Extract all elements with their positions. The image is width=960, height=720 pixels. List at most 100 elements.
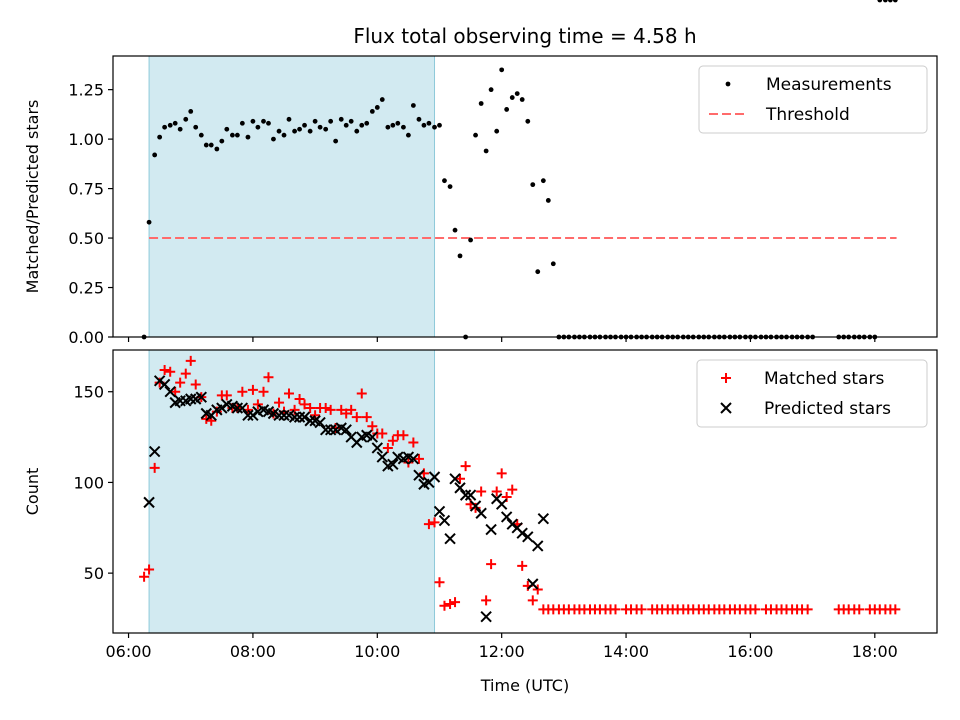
matched-star-point [429, 517, 440, 528]
measurement-point [297, 126, 302, 132]
x-tick-label: 16:00 [727, 642, 773, 661]
measurement-point [426, 120, 432, 126]
measurement-point [172, 120, 178, 126]
measurement-point [457, 253, 463, 259]
legend-marker-plus [721, 373, 731, 383]
y-axis-label: Count [23, 468, 42, 516]
matched-star-point [377, 428, 388, 439]
matched-star-point [445, 598, 456, 609]
measurement-point [379, 97, 385, 102]
matched-star-point [636, 604, 647, 615]
matched-star-point [439, 600, 450, 611]
matched-star-point [305, 403, 316, 414]
measurement-point [354, 128, 360, 134]
matched-star-point [423, 519, 434, 530]
measurement-point [374, 105, 380, 110]
predicted-star-point [273, 409, 285, 422]
predicted-star-point [433, 505, 446, 518]
measurement-point [447, 184, 453, 190]
matched-star-point [367, 421, 378, 432]
observing-window-span [148, 55, 436, 338]
matched-star-point [486, 559, 497, 570]
top-panel: 0.00 0.25 0.50 0.75 1.00 1.25 Matched/Predicte… [23, 0, 938, 347]
measurement-point [348, 118, 354, 124]
predicted-star-point [444, 532, 456, 545]
x-tick-label: 08:00 [230, 642, 276, 661]
measurement-point [385, 124, 391, 130]
measurement-point [188, 109, 194, 114]
matched-star-point [491, 486, 502, 497]
matched-star-point [299, 399, 310, 410]
measurement-point [250, 118, 256, 124]
y-tick-label: 0.00 [68, 328, 104, 347]
predicted-star-point [231, 402, 244, 414]
predicted-star-point [148, 445, 161, 458]
predicted-star-point [164, 386, 176, 398]
legend-label: Matched stars [764, 369, 884, 389]
measurement-point [162, 124, 168, 130]
measurement-point [468, 237, 473, 243]
measurement-point [395, 120, 401, 126]
matched-star-point [170, 386, 181, 397]
matched-star-point [165, 366, 176, 377]
measurement-point [514, 91, 520, 96]
x-tick-label: 14:00 [603, 642, 649, 661]
matched-star-point [532, 584, 543, 595]
measurement-point [882, 0, 888, 3]
measurement-point [483, 148, 489, 154]
matched-star-point [361, 412, 372, 423]
predicted-star-point [464, 489, 477, 501]
matched-star-point [346, 404, 357, 415]
matched-star-point [854, 604, 865, 615]
measurement-point [183, 116, 189, 122]
predicted-star-point [480, 610, 492, 623]
matched-star-point [476, 486, 487, 497]
x-axis-label: Time (UTC) [480, 676, 569, 695]
measurement-point [473, 132, 478, 138]
x-tick-label: 12:00 [479, 642, 525, 661]
predicted-star-point [459, 489, 472, 501]
measurement-point [432, 124, 437, 130]
measurement-point [416, 116, 422, 122]
matched-star-point [175, 377, 186, 388]
measurement-point [261, 118, 266, 124]
predicted-star-point [500, 511, 513, 523]
measurement-point [255, 124, 261, 130]
predicted-star-point [527, 578, 539, 590]
measurement-point [333, 138, 339, 144]
matched-star-point [398, 430, 409, 441]
predicted-star-point [195, 391, 208, 403]
measurement-point [266, 120, 271, 126]
predicted-star-point [413, 469, 425, 481]
measurement-point [343, 122, 349, 128]
predicted-star-point [485, 523, 497, 536]
x-tick-label: 18:00 [852, 642, 898, 661]
measurement-point [369, 109, 375, 114]
axes-frame [112, 349, 938, 634]
measurement-point [364, 120, 370, 126]
legend-box [696, 359, 928, 428]
x-tick-label: 06:00 [105, 642, 151, 661]
measurement-point [167, 122, 173, 128]
matched-star-point [455, 473, 466, 484]
predicted-star-point [428, 471, 441, 483]
predicted-star-point [537, 513, 550, 525]
predicted-star-point [319, 424, 332, 436]
y-tick-label: 150 [73, 383, 104, 402]
measurement-point [452, 227, 458, 233]
measurement-point [292, 128, 297, 134]
measurement-point [437, 122, 442, 128]
predicted-star-point [516, 527, 528, 539]
matched-star-point [144, 564, 155, 575]
matched-star-point [274, 397, 285, 408]
matched-star-point [325, 404, 336, 415]
measurement-point [157, 134, 163, 140]
y-tick-label: 0.25 [68, 279, 104, 298]
predicted-star-point [288, 411, 301, 423]
matched-star-point [247, 384, 258, 395]
predicted-star-point [532, 540, 544, 552]
measurement-point [302, 122, 307, 128]
predicted-star-point [143, 496, 155, 509]
matched-star-point [237, 386, 248, 397]
measurement-point [208, 142, 214, 148]
